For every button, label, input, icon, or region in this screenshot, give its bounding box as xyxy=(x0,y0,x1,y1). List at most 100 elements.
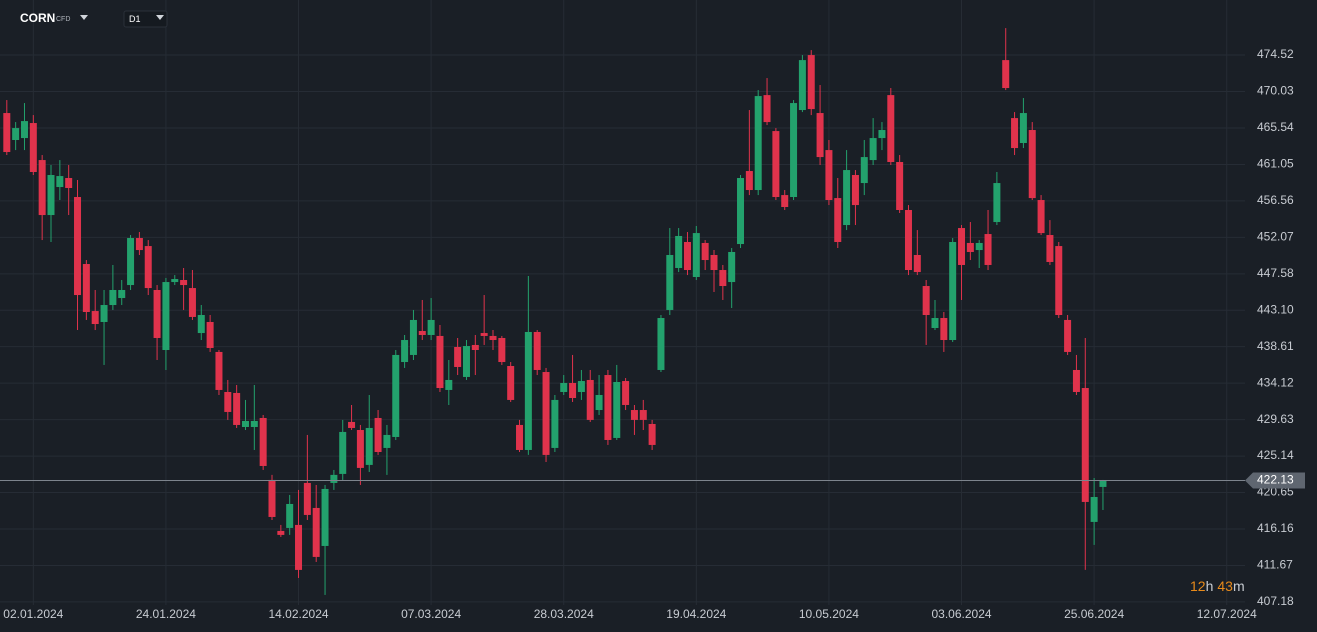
candle-body xyxy=(82,264,90,313)
candle-body xyxy=(931,318,939,328)
candle-body xyxy=(560,382,568,392)
candle-body xyxy=(975,242,983,251)
candle-body xyxy=(887,95,895,163)
candle-body xyxy=(462,346,470,377)
candle-body xyxy=(1046,235,1054,262)
candle-body xyxy=(277,530,285,535)
symbol-selector[interactable]: CORN CFD xyxy=(20,11,88,25)
candle-countdown: 12h 43m xyxy=(1190,578,1245,594)
y-tick-label: 447.58 xyxy=(1257,266,1294,280)
candle-body xyxy=(577,381,585,392)
y-tick-label: 474.52 xyxy=(1257,47,1294,61)
candle-body xyxy=(790,103,798,198)
candle-body xyxy=(745,171,753,191)
x-tick-label: 19.04.2024 xyxy=(666,607,726,621)
candle-body xyxy=(436,335,444,389)
candle-body xyxy=(524,331,532,450)
symbol[interactable]: CORN xyxy=(20,11,55,25)
candle-body xyxy=(949,242,957,341)
candle-body xyxy=(904,210,912,271)
candle-body xyxy=(259,417,267,466)
candle-body xyxy=(622,381,630,405)
candle-body xyxy=(604,375,612,440)
candle-body xyxy=(153,289,161,338)
candle-body xyxy=(728,251,736,283)
candle-body xyxy=(1037,200,1045,234)
candle-body xyxy=(91,311,99,325)
candle-body xyxy=(1081,388,1089,502)
candle-body xyxy=(719,270,727,287)
candle-body xyxy=(825,150,833,201)
candle-body xyxy=(940,318,948,341)
candle-body xyxy=(595,394,603,411)
candle-body xyxy=(1072,369,1080,392)
x-tick-label: 14.02.2024 xyxy=(268,607,328,621)
countdown-minutes-unit: m xyxy=(1233,578,1245,594)
candle-body xyxy=(339,431,347,474)
candle-body xyxy=(1028,130,1036,199)
candle-body xyxy=(984,234,992,265)
candle-body xyxy=(569,382,577,399)
candle-body xyxy=(348,421,356,428)
candle-body xyxy=(896,162,904,211)
candle-body xyxy=(356,429,364,468)
candle-body xyxy=(533,331,541,370)
candle-body xyxy=(295,524,303,570)
timeframe-selector[interactable]: D1 xyxy=(123,10,168,28)
candle-body xyxy=(489,335,497,341)
y-tick-label: 411.67 xyxy=(1257,558,1293,572)
y-tick-label: 443.10 xyxy=(1257,302,1294,316)
candle-body xyxy=(816,113,824,158)
y-tick-label: 465.54 xyxy=(1257,120,1294,134)
y-tick-label: 425.14 xyxy=(1257,448,1294,462)
candle-body xyxy=(498,337,506,363)
timeframe[interactable]: D1 xyxy=(129,14,141,24)
dropdown-caret[interactable] xyxy=(156,15,164,20)
candle-body xyxy=(807,55,815,110)
candle-body xyxy=(409,319,417,355)
candle-body xyxy=(551,399,559,448)
candle-body xyxy=(860,157,868,184)
x-tick-label: 24.01.2024 xyxy=(136,607,196,621)
candle-body xyxy=(215,351,223,390)
candle-body xyxy=(851,175,859,206)
candle-body xyxy=(241,420,249,427)
candle-body xyxy=(843,170,851,226)
candle-body xyxy=(65,178,73,188)
candle-body xyxy=(1099,480,1107,487)
candle-body xyxy=(675,235,683,268)
x-tick-label: 02.01.2024 xyxy=(3,607,63,621)
candle-body xyxy=(1002,60,1010,89)
candle-body xyxy=(878,130,886,139)
x-tick-label: 28.03.2024 xyxy=(534,607,594,621)
candle-body xyxy=(613,382,621,438)
candle-body xyxy=(56,176,64,188)
candle-body xyxy=(127,238,135,286)
candle-body xyxy=(330,474,338,483)
countdown-hours: 12 xyxy=(1190,578,1206,594)
y-tick-label: 434.12 xyxy=(1257,375,1294,389)
candle-body xyxy=(135,238,143,251)
y-tick-label: 461.05 xyxy=(1257,157,1294,171)
candle-body xyxy=(648,423,656,445)
candle-body xyxy=(666,254,674,310)
candle-body xyxy=(171,279,179,283)
candle-body xyxy=(224,391,232,412)
countdown-hours-unit: h xyxy=(1206,578,1214,594)
candle-body xyxy=(74,197,82,296)
candle-body xyxy=(1011,118,1019,149)
candle-body xyxy=(657,318,665,370)
dropdown-caret[interactable] xyxy=(80,15,88,20)
candle-body xyxy=(312,507,320,557)
candle-body xyxy=(392,354,400,437)
candle-body xyxy=(763,95,771,123)
candle-body xyxy=(1090,496,1098,522)
candle-body xyxy=(710,254,718,271)
x-tick-label: 03.06.2024 xyxy=(931,607,991,621)
x-tick-label: 10.05.2024 xyxy=(799,607,859,621)
candle-body xyxy=(38,160,46,216)
candle-body xyxy=(913,254,921,273)
candle-body xyxy=(445,379,453,390)
candle-body xyxy=(966,242,974,252)
